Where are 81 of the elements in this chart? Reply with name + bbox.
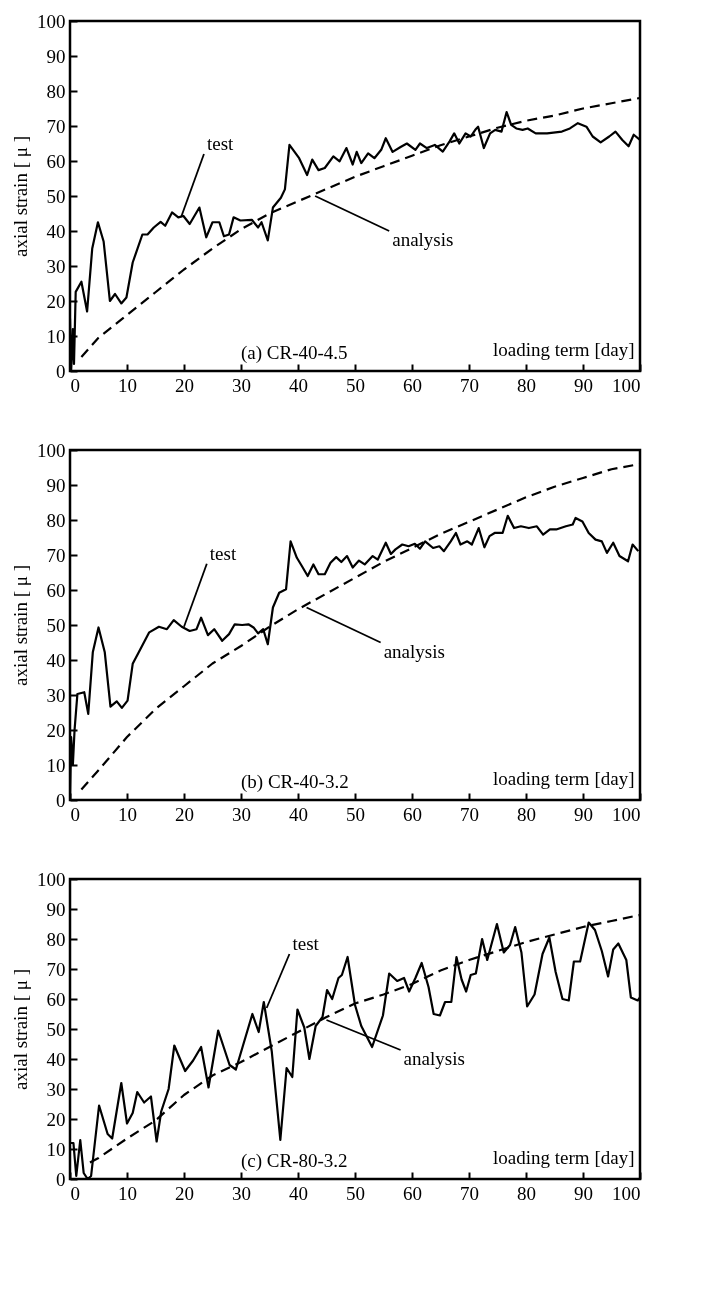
annotation: (c) CR-80-3.2 — [241, 1150, 348, 1172]
y-tick-label: 40 — [46, 220, 66, 242]
annotation: (a) CR-40-4.5 — [241, 342, 348, 364]
annotation: analysis — [392, 229, 454, 250]
x-tick-label: 100 — [612, 1182, 641, 1204]
annotation: test — [292, 933, 320, 954]
y-tick-label: 30 — [46, 1078, 66, 1100]
x-tick-label: 0 — [70, 1182, 80, 1204]
y-tick-label: 100 — [37, 10, 66, 32]
x-tick-label: 50 — [346, 1182, 365, 1204]
y-tick-label: 50 — [46, 185, 66, 207]
x-tick-label: 100 — [612, 374, 641, 396]
y-tick-label: 20 — [46, 1108, 66, 1130]
y-tick-label: 60 — [46, 988, 66, 1010]
y-tick-label: 30 — [46, 684, 66, 706]
y-tick-label: 80 — [46, 928, 66, 950]
y-tick-label: 90 — [46, 898, 66, 920]
y-tick-label: 90 — [46, 474, 66, 496]
x-tick-label: 70 — [460, 1182, 479, 1204]
x-tick-label: 90 — [574, 1182, 593, 1204]
x-tick-label: 90 — [574, 803, 593, 825]
x-tick-label: 90 — [574, 374, 593, 396]
x-tick-label: 0 — [70, 803, 80, 825]
x-tick-label: 10 — [118, 1182, 137, 1204]
y-tick-label: 10 — [46, 754, 66, 776]
y-tick-label: 40 — [46, 1048, 66, 1070]
x-tick-label: 30 — [232, 374, 251, 396]
y-tick-label: 20 — [46, 719, 66, 741]
annotation: test — [209, 542, 237, 564]
annotation: analysis — [383, 640, 445, 662]
y-tick-label: 50 — [46, 1018, 66, 1040]
y-tick-label: 70 — [46, 958, 66, 980]
y-tick-label: 90 — [46, 45, 66, 67]
x-tick-label: 50 — [346, 374, 365, 396]
y-axis-title: axial strain [ μ ] — [10, 565, 31, 686]
y-tick-label: 70 — [46, 544, 66, 566]
x-tick-label: 60 — [403, 1182, 422, 1204]
x-tick-label: 40 — [289, 1182, 308, 1204]
x-tick-label: 60 — [403, 374, 422, 396]
x-tick-label: 30 — [232, 803, 251, 825]
x-tick-label: 70 — [460, 803, 479, 825]
y-tick-label: 60 — [46, 150, 66, 172]
x-tick-label: 80 — [517, 374, 536, 396]
y-tick-label: 80 — [46, 509, 66, 531]
x-axis-title: loading term [day] — [493, 338, 635, 360]
x-tick-label: 40 — [289, 803, 308, 825]
x-tick-label: 30 — [232, 1182, 251, 1204]
y-tick-label: 50 — [46, 614, 66, 636]
y-tick-label: 20 — [46, 290, 66, 312]
y-tick-label: 100 — [37, 439, 66, 461]
y-tick-label: 80 — [46, 80, 66, 102]
x-tick-label: 10 — [118, 803, 137, 825]
annotation: (b) CR-40-3.2 — [241, 771, 349, 793]
y-tick-label: 100 — [37, 868, 66, 890]
annotation: analysis — [403, 1048, 465, 1069]
y-tick-label: 10 — [46, 325, 66, 347]
y-axis-title: axial strain [ μ ] — [10, 969, 31, 1090]
x-tick-label: 100 — [612, 803, 641, 825]
x-tick-label: 80 — [517, 803, 536, 825]
y-tick-label: 30 — [46, 255, 66, 277]
x-tick-label: 20 — [175, 803, 194, 825]
x-tick-label: 70 — [460, 374, 479, 396]
x-axis-title: loading term [day] — [493, 1146, 635, 1168]
x-tick-label: 60 — [403, 803, 422, 825]
x-tick-label: 80 — [517, 1182, 536, 1204]
y-tick-label: 70 — [46, 115, 66, 137]
y-axis-title: axial strain [ μ ] — [10, 136, 31, 257]
x-tick-label: 20 — [175, 374, 194, 396]
y-tick-label: 0 — [56, 360, 66, 382]
x-axis-title: loading term [day] — [493, 767, 635, 789]
x-tick-label: 20 — [175, 1182, 194, 1204]
annotation: test — [206, 133, 235, 154]
y-tick-label: 0 — [56, 789, 66, 811]
y-tick-label: 10 — [46, 1138, 66, 1160]
x-tick-label: 10 — [118, 374, 137, 396]
y-tick-label: 60 — [46, 579, 66, 601]
x-tick-label: 0 — [70, 374, 80, 396]
y-tick-label: 0 — [56, 1168, 66, 1190]
y-tick-label: 40 — [46, 649, 66, 671]
x-tick-label: 40 — [289, 374, 308, 396]
x-tick-label: 50 — [346, 803, 365, 825]
